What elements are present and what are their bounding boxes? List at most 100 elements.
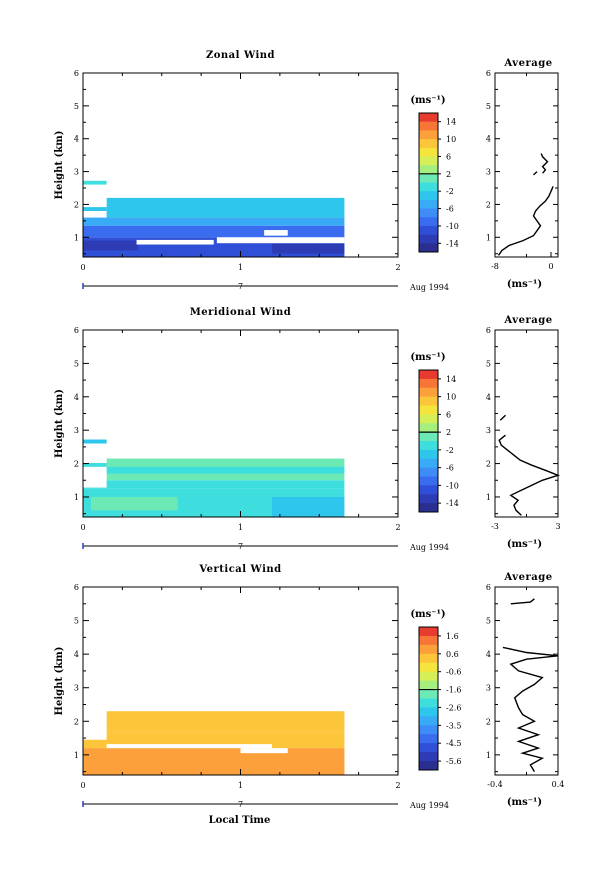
colorbar-label: 10 [446,393,456,402]
x-tick-label: 2 [395,263,400,272]
colorbar-band [419,725,438,735]
colorbar-band [419,243,438,253]
average-y-tick-label: 3 [486,426,491,435]
average-x-label: (ms⁻¹) [507,539,542,550]
date-label: Aug 1994 [409,283,449,292]
average-x-tick-label: -8 [491,262,499,271]
colorbar-band [419,182,438,192]
heatmap-cell [83,439,107,444]
y-tick-label: 2 [74,200,79,209]
heatmap-cell [83,225,345,238]
average-x-tick-label: 3 [555,522,560,531]
average-y-tick-label: 4 [486,135,491,144]
colorbar-band [419,476,438,486]
y-tick-label: 6 [74,69,79,78]
average-y-tick-label: 1 [486,751,491,760]
colorbar-band [419,707,438,717]
colorbar-label: -1.6 [446,686,461,695]
average-x-tick-label: 0 [548,262,553,271]
heatmap [83,587,398,775]
y-axis-label: Height (km) [54,389,65,458]
colorbar-band [419,208,438,218]
heatmap [83,73,398,257]
colorbar-label: -4.5 [446,739,461,748]
y-axis-label: Height (km) [54,131,65,200]
colorbar-label: 10 [446,135,456,144]
average-y-tick-label: 3 [486,684,491,693]
colorbar: (ms⁻¹) 14 10 6 2 -2 -6 -10 -14 [410,95,459,253]
colorbar-label: 6 [446,152,451,161]
average-profile-line [502,646,559,772]
colorbar-label: -14 [446,239,459,248]
x-tick-label: 1 [238,263,243,272]
heatmap-cell [193,763,345,775]
colorbar-band [419,432,438,442]
colorbar-label: 14 [446,118,456,127]
average-x-label: (ms⁻¹) [507,797,542,808]
panel-meridional-wind: Meridional Wind 1 2 3 4 5 6 Height (km) 0 1 2 7 Aug … [54,307,561,552]
colorbar-band [419,387,438,398]
y-tick-label: 6 [74,326,79,335]
y-tick-label: 2 [74,717,79,726]
colorbar-label: -2.6 [446,703,461,712]
colorbar-band [419,653,438,664]
x-tick-label: 1 [238,523,243,532]
average-y-tick-label: 5 [486,359,491,368]
data-gap [344,330,398,517]
y-tick-label: 5 [74,359,79,368]
colorbar-label: -14 [446,499,459,508]
average-profile-line-segment [533,171,538,176]
x-tick-label: 1 [238,781,243,790]
average-y-tick-label: 6 [486,69,491,78]
colorbar-band [419,689,438,699]
average-y-tick-label: 3 [486,168,491,177]
heatmap-cell [83,217,345,226]
heatmap-cell [83,180,107,185]
colorbar-band [419,644,438,655]
colorbar-band [419,156,438,166]
colorbar-label: 1.6 [446,632,459,641]
data-gap [83,443,107,463]
panel-vertical-wind: Vertical Wind 1 2 3 4 5 6 Height (km) 0 1 2 7 Aug 19… [54,564,564,826]
colorbar-band [419,441,438,451]
date-label: Aug 1994 [409,801,449,810]
colorbar-band [419,743,438,753]
x-tick-label: 0 [80,523,85,532]
average-panel: Average 1 2 3 4 5 6 -3 3 (ms⁻¹) [486,315,561,550]
colorbar-band [419,627,438,637]
average-x-label: (ms⁻¹) [507,279,542,290]
average-profile-line-upper [499,414,506,421]
heatmap-cell [272,243,345,254]
y-tick-label: 4 [74,393,79,402]
data-gap [344,73,398,257]
colorbar-band [419,635,438,646]
colorbar-band [419,217,438,227]
colorbar-label: -3.5 [446,721,461,730]
data-gap [83,184,107,208]
colorbar-band [419,671,438,682]
heatmap-cell [83,207,107,211]
colorbar-unit: (ms⁻¹) [410,609,445,620]
colorbar-band [419,458,438,469]
y-tick-label: 2 [74,460,79,469]
date-day-label: 7 [238,800,243,809]
average-profile-line-upper [540,153,549,174]
colorbar: (ms⁻¹) 14 10 6 2 -2 -6 -10 -14 [410,352,459,513]
average-y-tick-label: 4 [486,650,491,659]
colorbar-band [419,113,438,123]
y-tick-label: 3 [74,426,79,435]
average-y-tick-label: 4 [486,393,491,402]
colorbar-label: 6 [446,410,451,419]
colorbar-band [419,199,438,210]
colorbar-band [419,662,438,673]
average-y-tick-label: 2 [486,200,491,209]
panel-title: Meridional Wind [190,307,292,318]
y-tick-label: 3 [74,684,79,693]
average-title: Average [503,315,552,326]
colorbar-frame [418,112,439,253]
x-tick-label: 2 [395,523,400,532]
y-tick-label: 3 [74,168,79,177]
data-gap [136,239,214,245]
colorbar-band [419,423,438,433]
